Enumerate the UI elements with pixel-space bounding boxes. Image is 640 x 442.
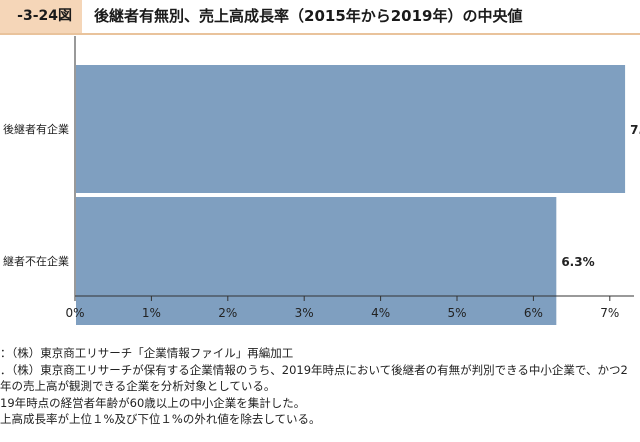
- x-tick-label: 7%: [600, 306, 619, 320]
- figure-title: 後継者有無別、売上高成長率（2015年から2019年）の中央値: [94, 7, 523, 25]
- x-tick-label: 6%: [524, 306, 543, 320]
- notes: ：（株）東京商工リサーチ「企業情報ファイル」再編加工 ．（株）東京商工リサーチが…: [0, 345, 640, 428]
- note-1-cont: 年の売上高が観測できる企業を分析対象としている。: [0, 379, 276, 393]
- x-tick-label: 2%: [218, 306, 237, 320]
- figure-header: -3-24図 後継者有無別、売上高成長率（2015年から2019年）の中央値: [0, 0, 640, 35]
- category-label: 継者不在企業: [3, 254, 69, 268]
- x-tick-label: 5%: [447, 306, 466, 320]
- bar: [76, 65, 626, 193]
- figure-label: -3-24図: [0, 0, 82, 33]
- bar-chart: 後継者有企業 7. 継者不在企業 6.3% 0% 1% 2% 3% 4% 5% 6% 7%: [3, 36, 640, 325]
- note-source: ：（株）東京商工リサーチ「企業情報ファイル」再編加工: [0, 346, 294, 360]
- value-label: 6.3%: [561, 255, 594, 269]
- note-2: 19年時点の経営者年齢が60歳以上の中小企業を集計した。: [0, 395, 306, 410]
- x-tick-label: 0%: [65, 306, 84, 320]
- x-tick-label: 4%: [371, 306, 390, 320]
- category-label: 後継者有企業: [3, 122, 69, 136]
- value-label: 7.: [630, 123, 640, 137]
- header-divider: [0, 33, 640, 35]
- x-tick-label: 3%: [295, 306, 314, 320]
- x-tick-label: 1%: [142, 306, 161, 320]
- note-3: 上高成長率が上位１%及び下位１%の外れ値を除去している。: [0, 412, 321, 426]
- note-1: ．（株）東京商工リサーチが保有する企業情報のうち、2019年時点において後継者の…: [0, 362, 628, 377]
- bar: [76, 197, 557, 325]
